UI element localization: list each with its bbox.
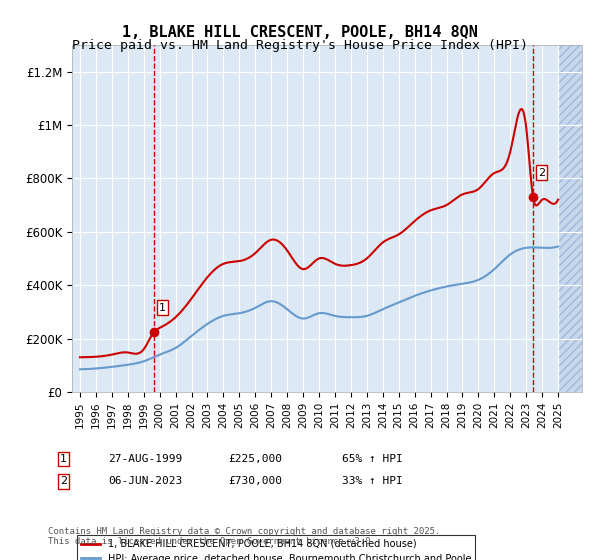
Text: 06-JUN-2023: 06-JUN-2023 bbox=[108, 477, 182, 487]
Text: 2: 2 bbox=[538, 167, 545, 178]
Text: £225,000: £225,000 bbox=[228, 454, 282, 464]
Text: Contains HM Land Registry data © Crown copyright and database right 2025.
This d: Contains HM Land Registry data © Crown c… bbox=[48, 526, 440, 546]
Text: 65% ↑ HPI: 65% ↑ HPI bbox=[342, 454, 403, 464]
Bar bbox=[558, 45, 582, 392]
Text: Price paid vs. HM Land Registry's House Price Index (HPI): Price paid vs. HM Land Registry's House … bbox=[72, 39, 528, 52]
Text: 1: 1 bbox=[159, 302, 166, 312]
Text: 27-AUG-1999: 27-AUG-1999 bbox=[108, 454, 182, 464]
Text: 1, BLAKE HILL CRESCENT, POOLE, BH14 8QN: 1, BLAKE HILL CRESCENT, POOLE, BH14 8QN bbox=[122, 25, 478, 40]
Text: £730,000: £730,000 bbox=[228, 477, 282, 487]
Text: 1: 1 bbox=[60, 454, 67, 464]
Legend: 1, BLAKE HILL CRESCENT, POOLE, BH14 8QN (detached house), HPI: Average price, de: 1, BLAKE HILL CRESCENT, POOLE, BH14 8QN … bbox=[77, 535, 475, 560]
Text: 33% ↑ HPI: 33% ↑ HPI bbox=[342, 477, 403, 487]
Text: 2: 2 bbox=[60, 477, 67, 487]
